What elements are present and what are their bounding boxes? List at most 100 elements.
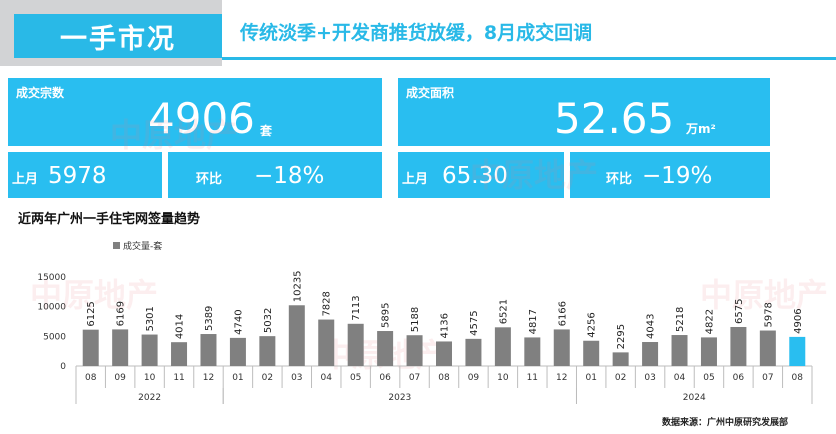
data-label: 4822 (704, 309, 715, 334)
kpi-area-last-label: 上月 (402, 172, 429, 187)
x-tick-label: 07 (409, 373, 420, 383)
data-label: 4014 (175, 314, 186, 339)
x-tick-label: 10 (497, 373, 509, 383)
bar (494, 327, 511, 366)
year-label: 2022 (138, 393, 161, 403)
kpi-area-mom-value: −19% (642, 163, 713, 189)
data-label: 5032 (263, 308, 274, 333)
x-tick-label: 04 (321, 373, 333, 383)
bar (642, 342, 659, 366)
x-tick-label: 05 (703, 373, 714, 383)
bar (259, 336, 276, 366)
kpi-units-label: 成交宗数 (16, 86, 65, 100)
x-tick-label: 11 (173, 373, 184, 383)
x-tick-label: 12 (203, 373, 214, 383)
data-label: 4256 (587, 312, 598, 337)
bar (229, 337, 246, 366)
bar (583, 340, 600, 366)
data-label: 4136 (440, 313, 451, 338)
year-label: 2023 (388, 393, 411, 403)
data-label: 6169 (116, 301, 127, 326)
kpi-area-mom-card: 环比 −19% (570, 152, 770, 198)
x-tick-label: 10 (144, 373, 156, 383)
bar (789, 336, 806, 366)
kpi-area-last-card: 上月 65.30 (398, 152, 564, 198)
x-tick-label: 09 (114, 373, 126, 383)
data-label: 5218 (675, 307, 686, 332)
x-tick-label: 08 (438, 373, 450, 383)
kpi-units-last-value: 5978 (48, 163, 107, 189)
kpi-area-value: 52.65 (554, 94, 675, 143)
x-tick-label: 04 (674, 373, 686, 383)
data-label: 5188 (410, 307, 421, 332)
kpi-area-unit: 万m² (686, 122, 716, 136)
bar (612, 352, 629, 366)
bar (553, 329, 570, 366)
y-tick-label: 0 (60, 362, 66, 372)
x-tick-label: 01 (585, 373, 596, 383)
data-label: 4906 (793, 308, 804, 333)
x-tick-label: 07 (762, 373, 773, 383)
y-tick-label: 15000 (37, 273, 66, 283)
page-title: 传统淡季+开发商推货放缓，8月成交回调 (240, 22, 593, 44)
data-label: 4043 (646, 314, 657, 339)
data-label: 4575 (469, 310, 480, 335)
year-label: 2024 (683, 393, 706, 403)
y-tick-label: 10000 (37, 303, 66, 313)
bar (730, 326, 747, 366)
x-tick-label: 02 (262, 373, 273, 383)
kpi-units-mom-value: −18% (254, 163, 325, 189)
data-label: 5895 (381, 303, 392, 328)
chart-section-title: 近两年广州一手住宅网签量趋势 (18, 212, 201, 227)
bar (377, 331, 394, 366)
data-label: 6166 (557, 301, 568, 326)
bar (318, 319, 335, 366)
chart-legend: 成交量-套 (113, 239, 162, 252)
bar (524, 337, 541, 366)
x-tick-label: 06 (379, 373, 391, 383)
bar (112, 329, 129, 366)
data-label: 5301 (145, 306, 156, 331)
data-label: 10235 (292, 270, 303, 302)
bar-chart: 0 5000 10000 15000 6125 08 6169 09 5301 10 4014 11 5… (37, 270, 813, 404)
header-divider (222, 57, 836, 60)
data-source-note: 数据来源：广州中原研究发展部 (661, 418, 788, 428)
kpi-units-mom-label: 环比 (196, 172, 223, 187)
bar (436, 341, 452, 366)
x-tick-label: 08 (85, 373, 97, 383)
bar (171, 342, 188, 366)
data-label: 6575 (734, 299, 745, 324)
bar (347, 323, 364, 366)
data-label: 4817 (528, 309, 539, 334)
x-tick-label: 02 (615, 373, 626, 383)
kpi-area-label: 成交面积 (406, 86, 455, 100)
x-tick-label: 09 (468, 373, 480, 383)
bar (700, 337, 717, 366)
bar (465, 338, 482, 366)
kpi-units-last-card: 上月 5978 (8, 152, 162, 198)
x-tick-label: 06 (733, 373, 745, 383)
bar (82, 329, 99, 366)
x-tick-label: 03 (644, 373, 655, 383)
bar (200, 334, 217, 366)
data-label: 5978 (763, 302, 774, 327)
kpi-area-mom-label: 环比 (606, 172, 633, 187)
x-tick-label: 11 (527, 373, 538, 383)
legend-label: 成交量-套 (123, 242, 163, 252)
kpi-units-last-label: 上月 (12, 172, 39, 187)
section-tab: 一手市况 (14, 14, 222, 58)
kpi-units-mom-card: 环比 −18% (168, 152, 382, 198)
data-label: 2295 (616, 324, 627, 349)
data-label: 5389 (204, 306, 215, 331)
bar (141, 334, 158, 366)
x-tick-label: 05 (350, 373, 361, 383)
kpi-area-last-value: 65.30 (442, 163, 508, 189)
data-label: 7828 (322, 291, 333, 316)
data-label: 6125 (86, 301, 97, 326)
data-label: 7113 (351, 295, 362, 320)
x-tick-label: 03 (291, 373, 302, 383)
bar (406, 335, 423, 366)
data-label: 6521 (498, 299, 509, 324)
x-tick-label: 12 (556, 373, 567, 383)
kpi-units-unit: 套 (260, 124, 273, 138)
